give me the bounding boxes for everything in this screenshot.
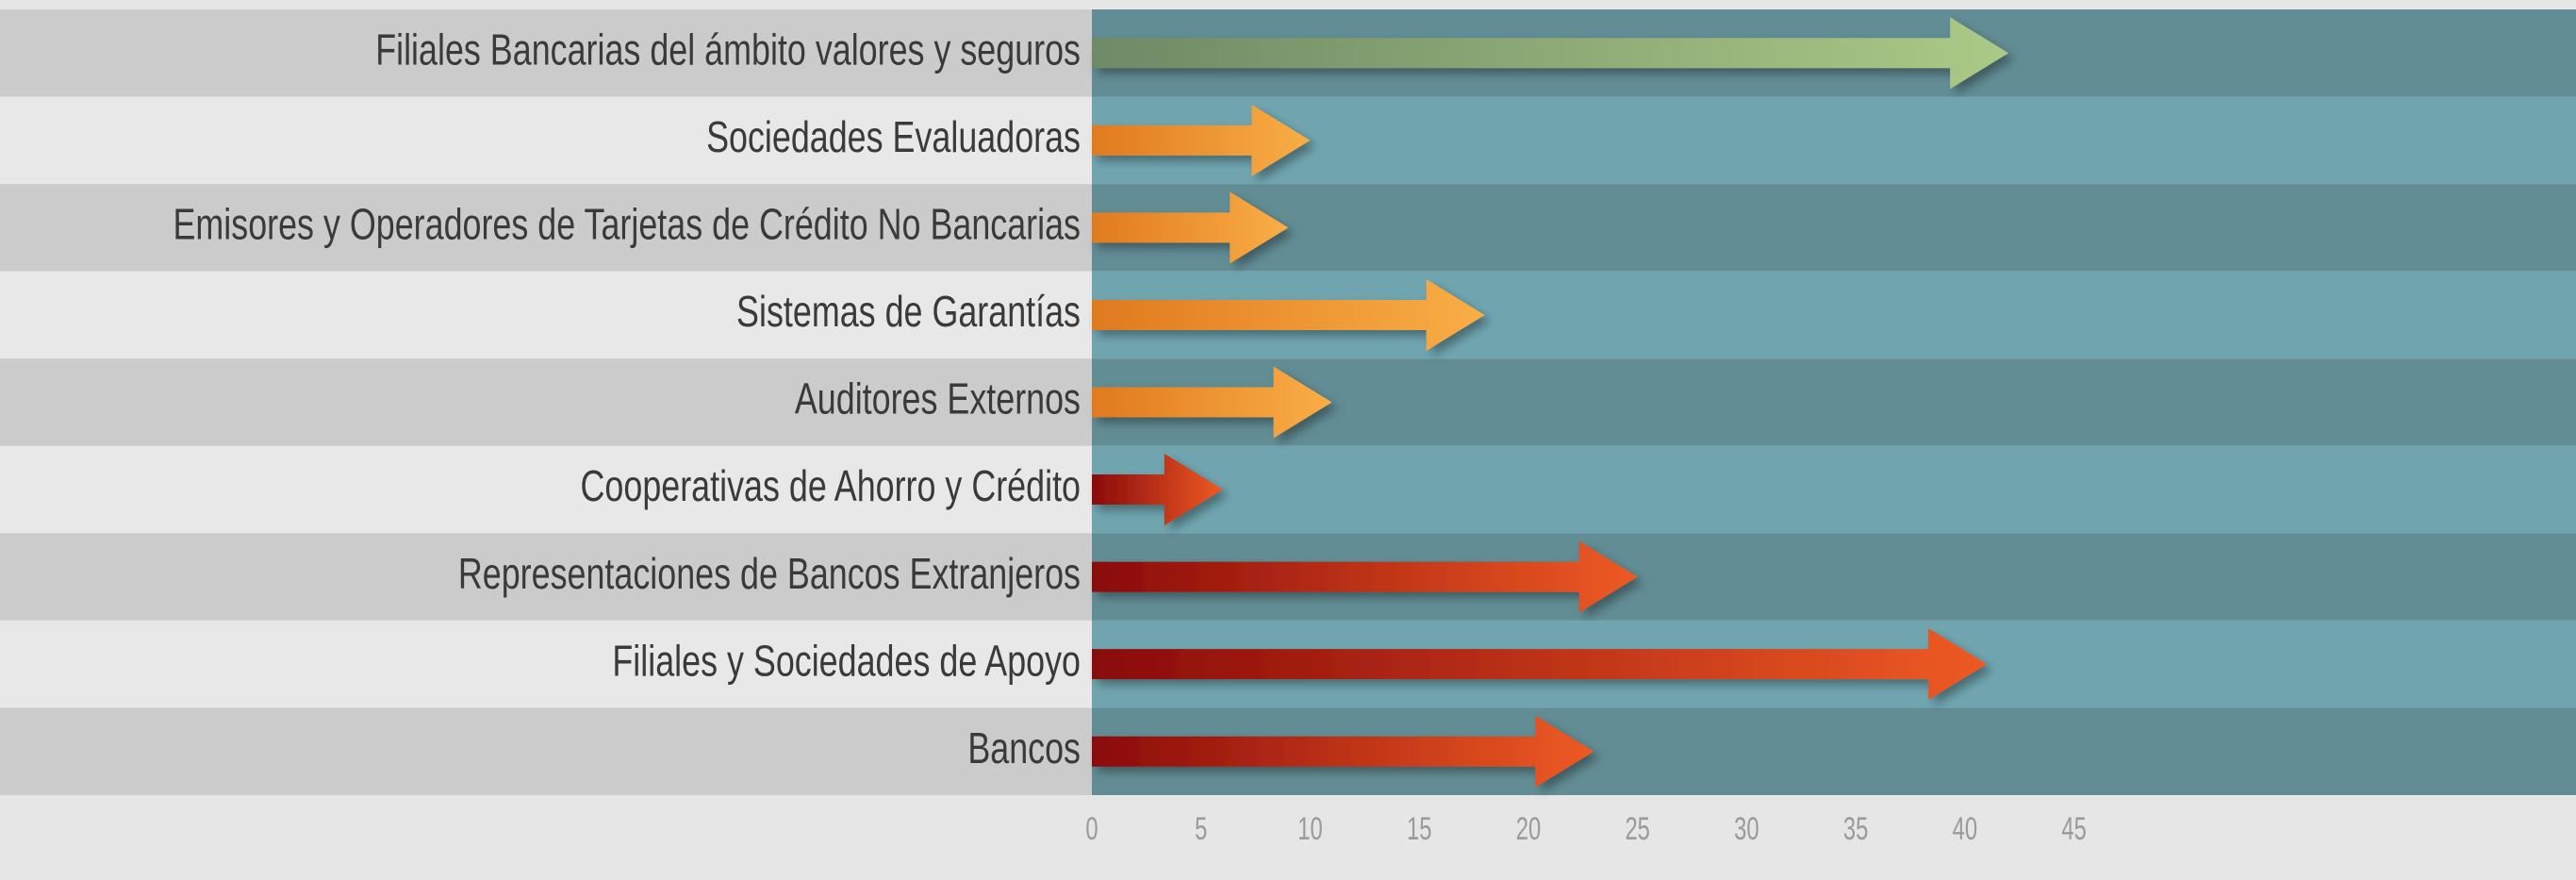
arrow-bar	[1092, 278, 1485, 351]
category-label: Sistemas de Garantías	[736, 288, 1081, 336]
category-label-group: Filiales y Sociedades de Apoyo	[612, 637, 1081, 685]
row-plot-bg	[1092, 445, 2576, 534]
x-tick-label: 35	[1843, 811, 1868, 847]
category-label: Cooperativas de Ahorro y Crédito	[580, 462, 1081, 510]
arrow-bar	[1092, 17, 2009, 90]
category-label-group: Bancos	[967, 724, 1081, 772]
x-tick-group: 25	[1625, 811, 1649, 847]
x-tick-label: 0	[1085, 811, 1098, 847]
x-tick-label: 10	[1297, 811, 1322, 847]
arrow-bar	[1092, 628, 1988, 701]
x-tick-label: 45	[2061, 811, 2086, 847]
category-label: Bancos	[967, 724, 1081, 772]
category-label-group: Emisores y Operadores de Tarjetas de Cré…	[173, 200, 1081, 248]
row-plot-bg	[1092, 358, 2576, 446]
arrow-bar	[1092, 540, 1638, 613]
row-label-bg	[0, 271, 1092, 359]
category-label-group: Sistemas de Garantías	[736, 288, 1081, 336]
category-label: Emisores y Operadores de Tarjetas de Cré…	[173, 200, 1081, 248]
row-plot-bg	[1092, 184, 2576, 272]
x-tick-label: 30	[1734, 811, 1759, 847]
category-label-group: Auditores Externos	[795, 374, 1081, 423]
x-tick-label: 15	[1407, 811, 1431, 847]
x-tick-group: 10	[1297, 811, 1322, 847]
row-label-bg	[0, 707, 1092, 795]
x-tick-label: 20	[1516, 811, 1541, 847]
x-tick-label: 40	[1953, 811, 1977, 847]
row-label-bg	[0, 358, 1092, 446]
x-tick-group: 45	[2061, 811, 2086, 847]
row-plot-bg	[1092, 96, 2576, 185]
x-tick-label: 5	[1195, 811, 1207, 847]
arrow-bar	[1092, 104, 1311, 176]
arrow-bar	[1092, 191, 1289, 264]
category-label: Auditores Externos	[795, 374, 1081, 423]
category-label-group: Representaciones de Bancos Extranjeros	[458, 549, 1081, 597]
category-label: Filiales Bancarias del ámbito valores y …	[375, 25, 1081, 74]
category-label-group: Sociedades Evaluadoras	[706, 113, 1081, 161]
category-label-group: Cooperativas de Ahorro y Crédito	[580, 462, 1081, 510]
row-label-bg	[0, 184, 1092, 272]
arrow-bar	[1092, 454, 1223, 526]
row-label-bg	[0, 620, 1092, 708]
row-label-bg	[0, 445, 1092, 534]
x-tick-group: 0	[1085, 811, 1098, 847]
x-tick-group: 30	[1734, 811, 1759, 847]
x-tick-group: 20	[1516, 811, 1541, 847]
x-tick-group: 15	[1407, 811, 1431, 847]
arrow-bar	[1092, 715, 1594, 788]
category-label: Filiales y Sociedades de Apoyo	[612, 637, 1081, 685]
x-tick-group: 35	[1843, 811, 1868, 847]
x-tick-group: 5	[1195, 811, 1207, 847]
category-label-group: Filiales Bancarias del ámbito valores y …	[375, 25, 1081, 74]
arrow-bar	[1092, 366, 1332, 439]
row-label-bg	[0, 533, 1092, 621]
x-tick-label: 25	[1625, 811, 1649, 847]
category-label: Representaciones de Bancos Extranjeros	[458, 549, 1081, 597]
row-label-bg	[0, 96, 1092, 185]
row-label-bg	[0, 9, 1092, 97]
category-label: Sociedades Evaluadoras	[706, 113, 1081, 161]
x-tick-group: 40	[1953, 811, 1977, 847]
